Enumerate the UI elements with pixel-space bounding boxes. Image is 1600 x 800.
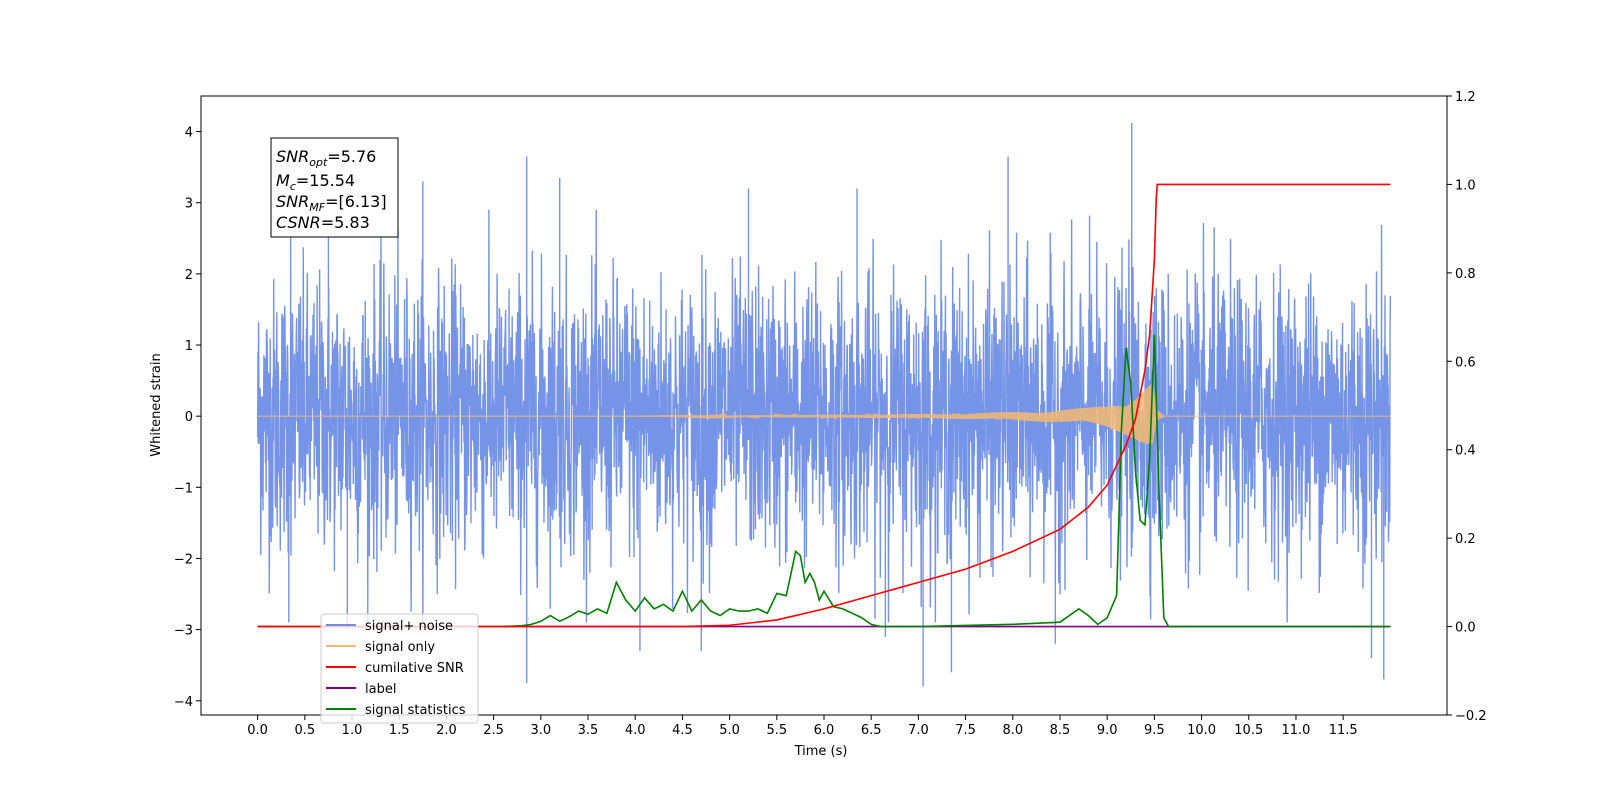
x-tick-label: 9.5 [1144,723,1165,738]
x-tick-label: 3.0 [530,723,551,738]
y-tick-label: 0 [185,410,193,425]
legend: signal+ noise signal only cumilative SNR… [320,613,479,724]
legend-label-signal-statistics: signal statistics [365,703,466,718]
y-tick-label: −2 [174,552,193,567]
legend-label-cumulative-snr: cumilative SNR [365,661,464,676]
annotation-mc: Mc=15.54 [276,171,355,193]
x-tick-label: 1.0 [342,723,363,738]
x-tick-label: 7.0 [908,723,929,738]
x-axis-label: Time (s) [794,744,848,759]
y-tick-label: 1 [185,339,193,354]
y-tick-label: −4 [174,695,193,710]
series-cumulative-snr [257,183,1391,628]
y-axis-right: 1.2 1.0 0.8 0.6 0.4 0.2 0.0 −0.2 [1447,90,1487,724]
legend-label-signal-only: signal only [365,640,435,655]
x-tick-label: 5.5 [766,723,787,738]
x-tick-label: 5.0 [719,723,740,738]
x-tick-label: 4.5 [672,723,693,738]
y2-tick-label: 1.0 [1455,178,1476,193]
y-tick-label: 4 [185,126,193,141]
y2-tick-label: 1.2 [1455,90,1476,105]
x-tick-label: 3.5 [578,723,599,738]
x-tick-label: 7.5 [955,723,976,738]
x-tick-label: 0.5 [294,723,315,738]
y2-tick-label: −0.2 [1455,709,1487,724]
y-tick-label: 2 [185,268,193,283]
x-tick-label: 9.0 [1097,723,1118,738]
y-tick-label: 3 [185,197,193,212]
annotation-csnr: CSNR=5.83 [276,213,370,232]
series-signal-only [257,383,1391,445]
series-signal-statistics [257,334,1391,628]
series-signal-noise [256,123,1392,687]
y2-tick-label: 0.8 [1455,267,1476,282]
x-tick-label: 8.0 [1002,723,1023,738]
y2-tick-label: 0.0 [1455,621,1476,636]
annotation-snr-opt: SNRopt=5.76 [276,147,376,169]
plot-area [256,123,1392,687]
legend-label-label: label [365,682,396,697]
x-tick-label: 10.5 [1234,723,1263,738]
y-tick-label: −1 [174,481,193,496]
y-axis-label: Whitened strain [149,353,164,456]
legend-label-signal-noise: signal+ noise [365,619,453,634]
x-tick-label: 11.0 [1281,723,1310,738]
x-tick-label: 6.5 [861,723,882,738]
annotation-box: SNRopt=5.76 Mc=15.54 SNRMF=[6.13] CSNR=5… [270,137,399,238]
x-tick-label: 2.5 [483,723,504,738]
annotation-snr-mf: SNRMF=[6.13] [276,192,387,214]
x-tick-label: 4.0 [625,723,646,738]
x-tick-label: 0.0 [247,723,268,738]
x-tick-label: 1.5 [389,723,410,738]
x-tick-label: 10.0 [1187,723,1216,738]
x-tick-label: 6.0 [814,723,835,738]
y-tick-label: −3 [174,624,193,639]
x-tick-label: 8.5 [1050,723,1071,738]
y2-tick-label: 0.4 [1455,444,1476,459]
y2-tick-label: 0.2 [1455,532,1476,547]
x-tick-label: 11.5 [1329,723,1358,738]
y-axis-left: 4 3 2 1 0 −1 −2 −3 −4 [174,126,201,710]
x-axis: 0.0 0.5 1.0 1.5 2.0 2.5 3.0 3.5 4.0 4.5 5.0 5.5 6.0 6… [247,715,1358,738]
x-tick-label: 2.0 [436,723,457,738]
y2-tick-label: 0.6 [1455,355,1476,370]
